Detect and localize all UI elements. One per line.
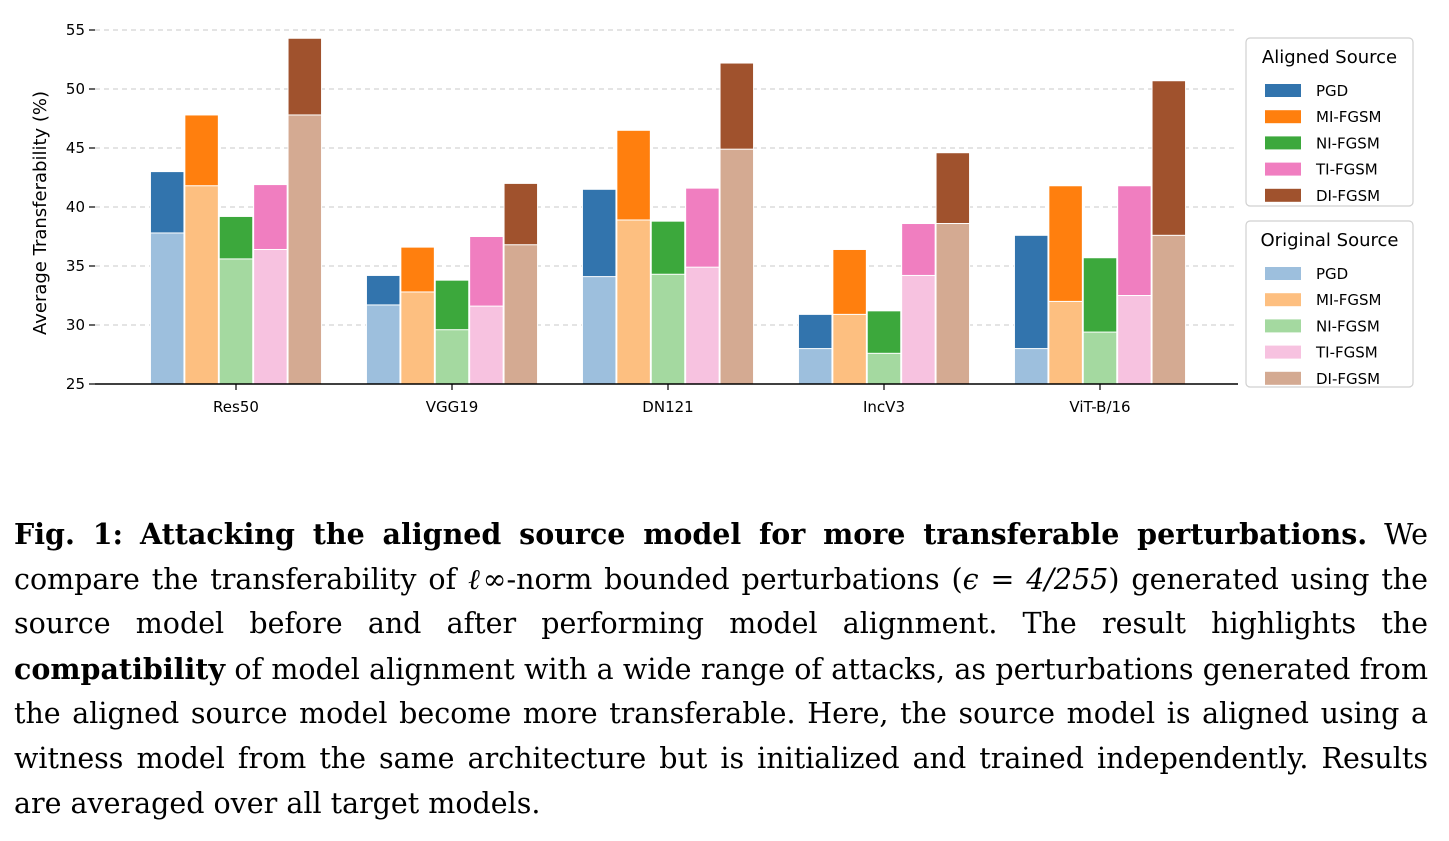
bar-original-vit-b-16-ti-fgsm: [1117, 295, 1152, 385]
bar-original-res50-di-fgsm: [287, 114, 323, 385]
y-tick-label-45: 45: [66, 139, 85, 157]
legend-original-frame: [1245, 220, 1414, 388]
x-tick-label-3: IncV3: [863, 398, 905, 416]
y-tick-label-50: 50: [66, 80, 85, 98]
caption-math-eps: ϵ = 4/255: [962, 562, 1109, 596]
legend-aligned-label-3: TI-FGSM: [1315, 161, 1378, 179]
x-tick-label-1: VGG19: [426, 398, 479, 416]
bar-original-vit-b-16-mi-fgsm: [1048, 300, 1083, 385]
legend-original-swatch-1: [1265, 293, 1301, 307]
bar-original-res50-pgd: [149, 232, 185, 385]
y-tick-label-35: 35: [66, 257, 85, 275]
bar-original-vit-b-16-ni-fgsm: [1082, 331, 1118, 385]
bar-original-res50-ti-fgsm: [253, 248, 288, 385]
x-tick-label-2: DN121: [642, 398, 693, 416]
legend-aligned-label-4: DI-FGSM: [1316, 187, 1380, 205]
bar-original-vgg19-di-fgsm: [503, 244, 539, 385]
bar-original-vgg19-pgd: [365, 304, 401, 385]
legend-aligned-swatch-2: [1265, 136, 1301, 150]
x-tick-label-0: Res50: [213, 398, 259, 416]
bar-original-dn121-di-fgsm: [719, 148, 755, 385]
caption-bold-word: compatibility: [14, 651, 226, 686]
legend-original-swatch-4: [1265, 371, 1301, 385]
legend-original-label-2: NI-FGSM: [1316, 317, 1380, 335]
y-tick-label-55: 55: [66, 21, 85, 39]
legend-aligned: Aligned Source PGD MI-FGSM NI-FGSM TI-FGSM DI…: [1245, 37, 1414, 207]
legend-original-swatch-0: [1265, 267, 1301, 280]
bar-original-res50-mi-fgsm: [184, 185, 219, 385]
legend-aligned-swatch-4: [1265, 188, 1301, 202]
y-axis-title: Average Transferability (%): [30, 91, 51, 335]
legend-original-label-0: PGD: [1316, 265, 1348, 283]
bars-group: [149, 37, 1187, 385]
bar-original-vit-b-16-pgd: [1013, 348, 1049, 385]
caption-text-3: ) generated using the source model befor…: [14, 562, 1428, 641]
legend-aligned-swatch-3: [1265, 162, 1301, 176]
legend-original-label-4: DI-FGSM: [1316, 370, 1380, 388]
bar-original-vgg19-ti-fgsm: [469, 305, 504, 385]
bar-original-vit-b-16-di-fgsm: [1151, 234, 1187, 385]
legend-aligned-label-2: NI-FGSM: [1316, 134, 1380, 152]
legend-original-label-1: MI-FGSM: [1316, 291, 1382, 309]
legend-original-swatch-2: [1265, 319, 1301, 333]
bar-original-incv3-ni-fgsm: [866, 352, 902, 385]
legend-original-swatch-3: [1265, 345, 1301, 359]
caption-fig-label: Fig. 1:: [14, 517, 124, 551]
legend-aligned-swatch-1: [1265, 110, 1301, 124]
axes-group: 25 30 35 40 45 50 55 Res50 VGG19 DN121 IncV3 ViT-B/…: [66, 21, 1238, 416]
figure-caption: Fig. 1: Attacking the aligned source mod…: [14, 512, 1428, 826]
bar-original-vgg19-ni-fgsm: [434, 329, 470, 385]
legend-aligned-title: Aligned Source: [1262, 47, 1397, 68]
caption-bold-title: Attacking the aligned source model for m…: [139, 517, 1368, 551]
legend-aligned-label-0: PGD: [1316, 82, 1348, 100]
bar-original-dn121-ni-fgsm: [650, 273, 686, 385]
caption-text-1: We compare the transferability of: [14, 518, 1428, 596]
bar-original-dn121-ti-fgsm: [685, 266, 720, 385]
bar-original-dn121-mi-fgsm: [616, 219, 651, 385]
bar-original-incv3-pgd: [797, 348, 833, 385]
y-tick-label-40: 40: [66, 198, 85, 216]
caption-text-4: of model alignment with a wide range of …: [14, 652, 1428, 820]
y-tick-label-30: 30: [66, 316, 85, 334]
bar-original-incv3-mi-fgsm: [832, 313, 867, 385]
x-tick-label-4: ViT-B/16: [1069, 398, 1130, 416]
legend-original-label-3: TI-FGSM: [1315, 344, 1378, 362]
bar-chart: 25 30 35 40 45 50 55 Res50 VGG19 DN121 IncV3 ViT-B/…: [30, 21, 1414, 416]
bar-original-incv3-di-fgsm: [935, 223, 971, 385]
caption-text-2: -norm bounded perturbations (: [506, 562, 963, 596]
legend-aligned-swatch-0: [1265, 84, 1301, 97]
y-tick-label-25: 25: [66, 375, 85, 393]
legend-original: Original Source PGD MI-FGSM NI-FGSM TI-FGSM D…: [1245, 220, 1414, 388]
bar-original-res50-ni-fgsm: [218, 258, 254, 385]
bar-original-dn121-pgd: [581, 276, 617, 385]
caption-math-norm: ℓ∞: [468, 562, 507, 596]
legend-original-title: Original Source: [1261, 230, 1399, 251]
bar-original-vgg19-mi-fgsm: [400, 291, 435, 385]
bar-original-incv3-ti-fgsm: [901, 274, 936, 385]
legend-aligned-label-1: MI-FGSM: [1316, 108, 1382, 126]
